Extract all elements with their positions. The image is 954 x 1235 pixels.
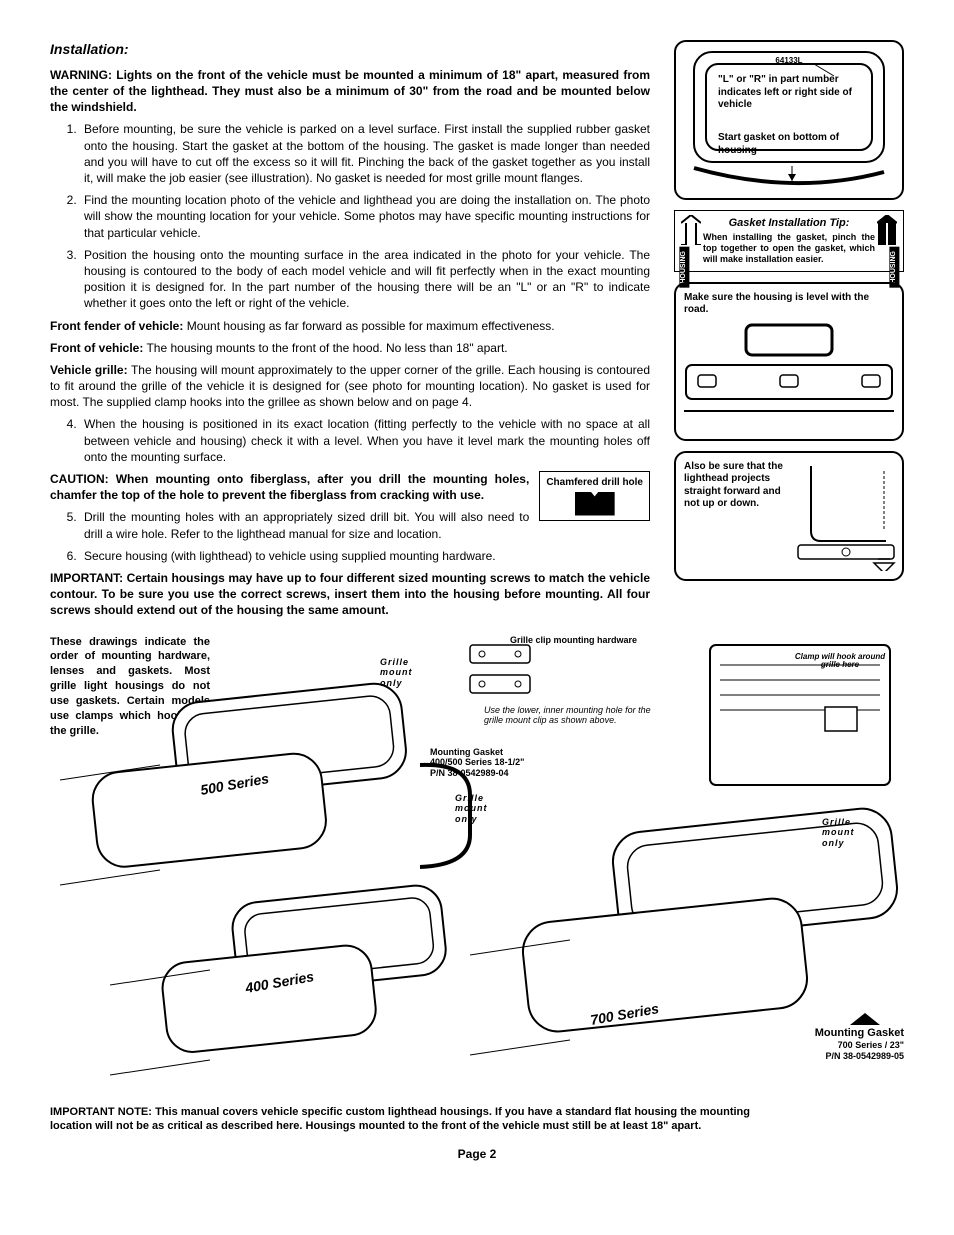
exploded-diagram-svg [50,635,904,1095]
chamfer-shape-icon [575,492,615,516]
step-2: Find the mounting location photo of the … [80,192,650,241]
steps-list-b: When the housing is positioned in its ex… [50,416,650,465]
grille-mount-only-1: Grille mount only [380,657,425,689]
grille-mount-only-2: Grille mount only [455,793,500,825]
part-number-text: 64133L [775,56,802,65]
chamfer-callout: Chamfered drill hole [539,471,650,521]
pinch-icon-right [877,215,897,245]
side1-text1: "L" or "R" in part number indicates left… [718,74,858,112]
step-4: When the housing is positioned in its ex… [80,416,650,465]
mg700-label: Mounting Gasket 700 Series / 23" P/N 38-… [815,1027,904,1062]
lighthead-side-icon [796,461,896,571]
vehicle-front-icon [684,321,894,431]
page-number: Page 2 [50,1146,904,1162]
important-text: IMPORTANT: Certain housings may have up … [50,570,650,619]
step-1: Before mounting, be sure the vehicle is … [80,121,650,186]
mg700-b: 700 Series / 23" [815,1040,904,1051]
exploded-diagram-area: These drawings indicate the order of mou… [50,635,904,1105]
steps-list-a: Before mounting, be sure the vehicle is … [50,121,650,311]
grille-mount-only-3: Grille mount only [822,817,867,849]
mg400-label: Mounting Gasket 400/500 Series 18-1/2" P… [430,747,524,779]
use-lower-hole-label: Use the lower, inner mounting hole for t… [484,705,654,727]
step-6: Secure housing (with lighthead) to vehic… [80,548,560,564]
side-box-level: Make sure the housing is level with the … [674,282,904,441]
vehicle-grille-label: Vehicle grille: [50,363,128,377]
caution-text: CAUTION: When mounting onto fiberglass, … [50,471,540,503]
side1-text2: Start gasket on bottom of housing [718,132,848,157]
warning-text: WARNING: Lights on the front of the vehi… [50,67,650,116]
grille-clip-label: Grille clip mounting hardware [510,635,637,646]
vehicle-grille-body: The housing will mount approximately to … [50,363,650,409]
mg400-b: 400/500 Series 18-1/2" [430,757,524,768]
front-vehicle-para: Front of vehicle: The housing mounts to … [50,340,650,356]
mg400-a: Mounting Gasket [430,747,524,758]
pinch-icon-left [681,215,701,245]
step-3: Position the housing onto the mounting s… [80,247,650,312]
mg400-c: P/N 38-0542989-04 [430,768,524,779]
front-vehicle-body: The housing mounts to the front of the h… [143,341,507,355]
side2-text: Make sure the housing is level with the … [684,292,894,317]
housing-outline-icon: 64133L [684,46,894,196]
tip-title: Gasket Installation Tip: [703,217,875,230]
section-heading: Installation: [50,40,650,59]
main-column: Installation: WARNING: Lights on the fro… [50,40,650,625]
steps-list-c: Drill the mounting holes with an appropr… [50,509,560,564]
vehicle-grille-para: Vehicle grille: The housing will mount a… [50,362,650,411]
gasket-tip-box: HOUSING HOUSING Gasket Installation Tip:… [674,210,904,272]
front-fender-para: Front fender of vehicle: Mount housing a… [50,318,650,334]
front-fender-label: Front fender of vehicle: [50,319,183,333]
step-5: Drill the mounting holes with an appropr… [80,509,560,541]
front-vehicle-label: Front of vehicle: [50,341,143,355]
mg700-a: Mounting Gasket [815,1027,904,1040]
side-box-projection: Also be sure that the lighthead projects… [674,451,904,581]
side3-text: Also be sure that the lighthead projects… [684,461,794,511]
tip-body: When installing the gasket, pinch the to… [703,232,875,264]
side-box-partnumber: 64133L "L" or "R" in part number indicat… [674,40,904,200]
important-note: IMPORTANT NOTE: This manual covers vehic… [50,1105,750,1135]
chamfer-label: Chamfered drill hole [546,476,643,490]
side-column: 64133L "L" or "R" in part number indicat… [674,40,904,591]
clamp-hook-label: Clamp will hook around grille here [790,653,890,671]
mg700-c: P/N 38-0542989-05 [815,1051,904,1062]
front-fender-body: Mount housing as far forward as possible… [183,319,554,333]
